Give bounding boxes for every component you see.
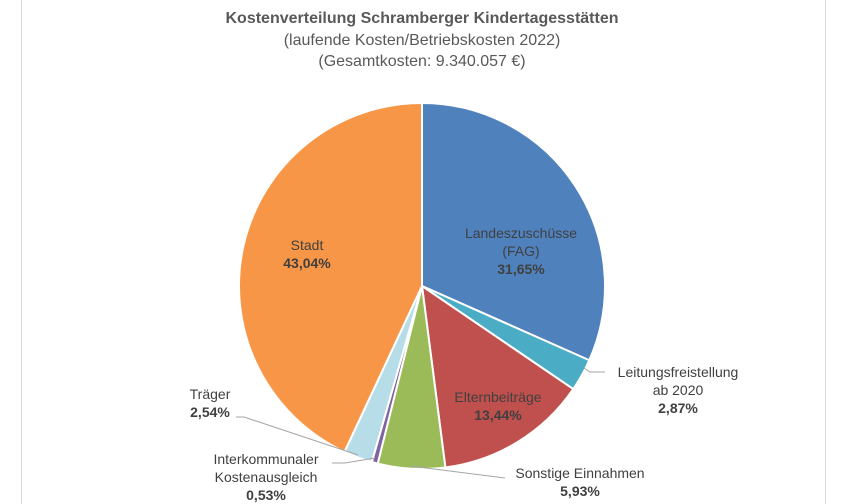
chart-border xyxy=(21,0,826,504)
label-traeger-value: 2,54% xyxy=(190,404,230,420)
label-stadt-name: Stadt xyxy=(291,237,324,253)
leader-line-sonstige xyxy=(409,465,506,479)
label-interkommunal-value: 0,53% xyxy=(246,487,286,503)
label-stadt-value: 43,04% xyxy=(283,255,331,271)
pie-slice-6 xyxy=(238,101,423,454)
label-eltern-name: Elternbeiträge xyxy=(454,389,541,405)
label-sonstige-value: 5,93% xyxy=(560,483,600,499)
label-interkommunal-name2: Kostenausgleich xyxy=(215,469,318,485)
leader-line-interkommunaler xyxy=(332,457,376,464)
leader-line-traeger xyxy=(236,416,359,456)
chart-subtitle: (laufende Kosten/Betriebskosten 2022) xyxy=(283,32,561,49)
pie-slice-0 xyxy=(421,101,606,362)
label-leitung-name: Leitungsfreistellung xyxy=(618,364,739,380)
leader-line-leitungsfreistellung xyxy=(583,367,605,373)
label-landes-name2: (FAG) xyxy=(502,243,539,259)
label-leitung-name2: ab 2020 xyxy=(653,382,704,398)
chart-subtitle-total: (Gesamtkosten: 9.340.057 €) xyxy=(318,53,526,70)
pie-slice-2 xyxy=(420,283,575,469)
label-interkommunal-name: Interkommunaler xyxy=(213,451,318,467)
label-leitung-value: 2,87% xyxy=(658,400,698,416)
label-landes-value: 31,65% xyxy=(497,261,545,277)
label-sonstige-name: Sonstige Einnahmen xyxy=(515,465,644,481)
label-eltern-value: 13,44% xyxy=(474,407,522,423)
chart-title: Kostenverteilung Schramberger Kindertage… xyxy=(225,10,619,27)
label-landes-name: Landeszuschüsse xyxy=(465,225,577,241)
label-traeger-name: Träger xyxy=(190,386,231,402)
